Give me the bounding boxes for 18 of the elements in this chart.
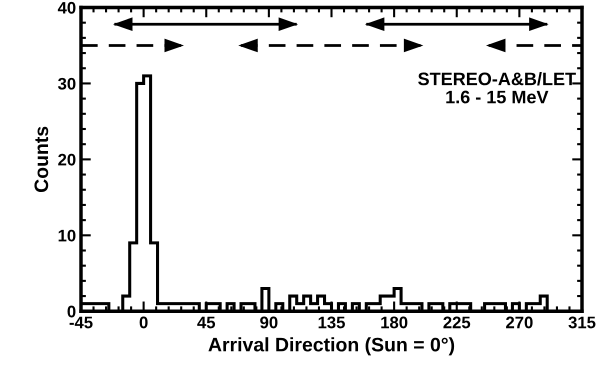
x-axis-title: Arrival Direction (Sun = 0°) [208, 337, 454, 356]
y-tick-label: 40 [58, 2, 76, 14]
x-tick-label: 180 [381, 316, 408, 328]
x-tick-label: 270 [506, 316, 533, 328]
x-tick-label: 135 [318, 316, 345, 328]
x-tick-label: 90 [260, 316, 278, 328]
x-tick-label: 315 [568, 316, 596, 328]
x-tick-label: 225 [443, 316, 470, 328]
y-tick-label: 20 [58, 154, 76, 166]
annotation: STEREO-A&B/LET [418, 72, 576, 86]
x-tick-label: 0 [140, 316, 148, 328]
x-tick-label: 45 [197, 316, 216, 328]
y-tick-label: 30 [58, 78, 76, 90]
annotation: 1.6 - 15 MeV [446, 90, 548, 104]
y-axis-title: Counts [34, 126, 48, 192]
y-tick-label: 10 [58, 230, 76, 242]
y-tick-label: 0 [68, 306, 76, 318]
x-tick-label: -45 [70, 316, 93, 328]
